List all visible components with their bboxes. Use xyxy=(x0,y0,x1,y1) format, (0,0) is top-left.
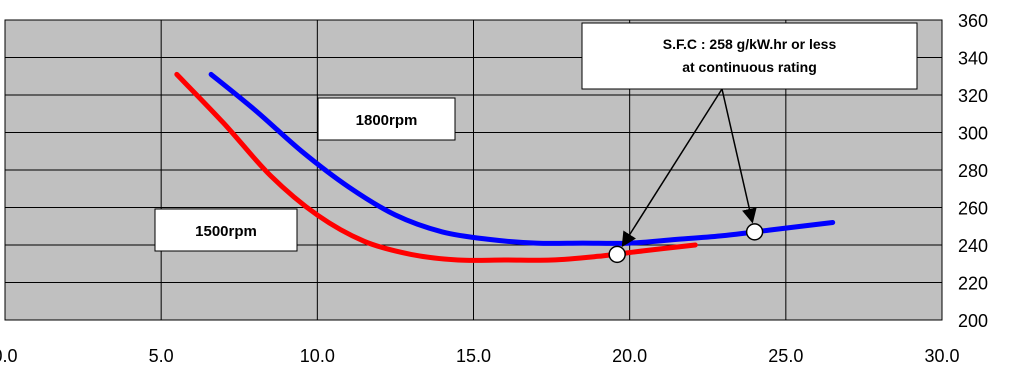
y-tick-label-5: 300 xyxy=(958,124,988,144)
series-line-1800rpm xyxy=(208,71,836,246)
label-1500rpm: 1500rpm xyxy=(154,208,298,252)
annotation-arrow-1 xyxy=(721,88,757,224)
y-tick-label-3: 260 xyxy=(958,199,988,219)
x-axis-ticks: 0.0 5.0 10.0 15.0 20.0 25.0 30.0 xyxy=(0,346,960,366)
label-1800rpm: 1800rpm xyxy=(317,97,456,141)
y-tick-label-2: 240 xyxy=(958,236,988,256)
grid-lines xyxy=(5,20,942,320)
x-tick-label-3: 15.0 xyxy=(456,346,491,366)
series-group xyxy=(174,71,836,263)
label-1500rpm-text: 1500rpm xyxy=(195,223,257,240)
y-tick-label-4: 280 xyxy=(958,161,988,181)
marker-group xyxy=(608,223,764,264)
y-tick-label-6: 320 xyxy=(958,86,988,106)
rating-point-marker-0 xyxy=(608,245,626,264)
series-line-1500rpm xyxy=(174,71,698,263)
annotation-arrows xyxy=(621,88,757,248)
y-tick-label-1: 220 xyxy=(958,274,988,294)
sfc-annotation-box: S.F.C : 258 g/kW.hr or less at continuou… xyxy=(581,22,918,90)
y-tick-label-8: 360 xyxy=(958,11,988,31)
sfc-annotation-line2: at continuous rating xyxy=(682,59,817,75)
x-tick-label-1: 5.0 xyxy=(149,346,174,366)
sfc-annotation-line1: S.F.C : 258 g/kW.hr or less xyxy=(663,36,837,52)
y-axis-ticks: 200 220 240 260 280 300 320 340 360 xyxy=(958,11,988,331)
x-tick-label-6: 30.0 xyxy=(924,346,959,366)
rating-point-marker-1 xyxy=(745,223,764,241)
x-tick-label-0: 0.0 xyxy=(0,346,18,366)
x-tick-label-2: 10.0 xyxy=(300,346,335,366)
y-tick-label-7: 340 xyxy=(958,49,988,69)
x-tick-label-4: 20.0 xyxy=(612,346,647,366)
y-tick-label-0: 200 xyxy=(958,311,988,331)
x-tick-label-5: 25.0 xyxy=(768,346,803,366)
plot-frame xyxy=(4,19,943,321)
annotation-arrow-0 xyxy=(621,88,723,248)
label-1800rpm-text: 1800rpm xyxy=(356,112,418,129)
